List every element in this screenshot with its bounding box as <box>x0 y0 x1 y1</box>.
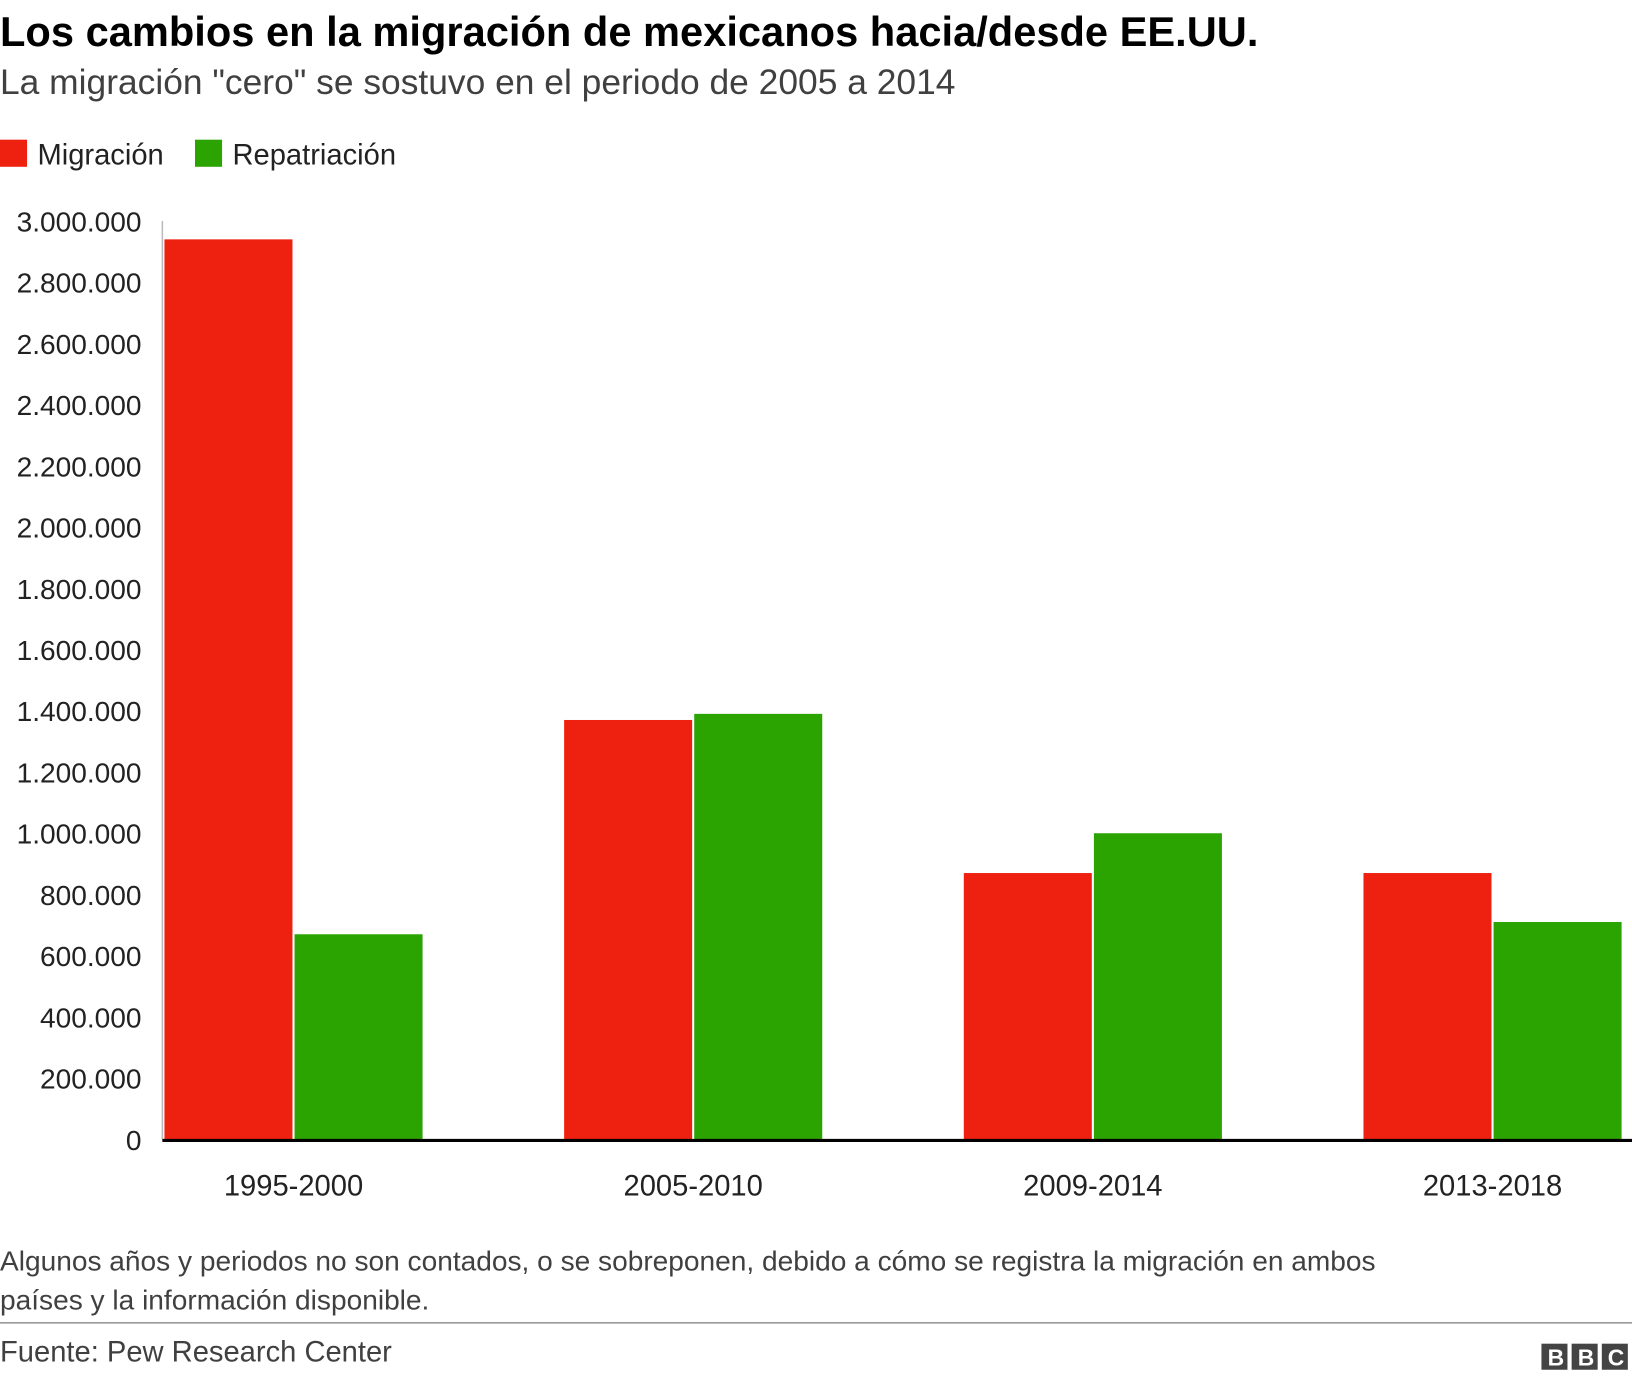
y-tick-label: 1.200.000 <box>17 757 142 788</box>
legend-label: Repatriación <box>232 140 396 172</box>
bar <box>1493 922 1622 1140</box>
y-tick-label: 2.000.000 <box>17 513 142 544</box>
y-tick-label: 1.400.000 <box>17 696 142 727</box>
bar <box>164 239 293 1140</box>
y-tick-label: 3.000.000 <box>17 206 142 237</box>
note: Algunos años y periodos no son contados,… <box>0 1246 1376 1277</box>
y-tick-label: 2.800.000 <box>17 268 142 299</box>
bar <box>1363 873 1492 1140</box>
bar <box>963 873 1092 1140</box>
x-tick-label: 1995-2000 <box>224 1171 363 1203</box>
x-tick-label: 2005-2010 <box>624 1171 763 1203</box>
legend-swatch <box>195 139 223 167</box>
chart-title: Los cambios en la migración de mexicanos… <box>0 8 1258 55</box>
y-tick-label: 1.000.000 <box>17 819 142 850</box>
y-tick-label: 1.600.000 <box>17 635 142 666</box>
y-tick-label: 800.000 <box>40 880 142 911</box>
legend-label: Migración <box>37 140 163 172</box>
y-tick-label: 2.400.000 <box>17 390 142 421</box>
legend-swatch <box>0 139 28 167</box>
x-tick-label: 2013-2018 <box>1423 1171 1562 1203</box>
y-tick-label: 0 <box>126 1125 142 1156</box>
bar <box>694 713 823 1140</box>
bar <box>1093 833 1222 1140</box>
logo-text: BBC <box>1548 1345 1632 1371</box>
logo-box <box>1571 1343 1598 1370</box>
note: países y la información disponible. <box>0 1284 429 1315</box>
y-tick-label: 600.000 <box>40 941 142 972</box>
y-tick-label: 2.200.000 <box>17 451 142 482</box>
y-tick-label: 400.000 <box>40 1002 142 1033</box>
logo-box <box>1541 1343 1568 1370</box>
bar <box>294 934 423 1140</box>
chart-subtitle: La migración "cero" se sostuvo en el per… <box>0 62 955 102</box>
logo: BBC <box>1541 1343 1632 1371</box>
x-tick-label: 2009-2014 <box>1023 1171 1162 1203</box>
y-tick-label: 2.600.000 <box>17 329 142 360</box>
y-tick-label: 200.000 <box>40 1064 142 1095</box>
logo-box <box>1601 1343 1628 1370</box>
bar <box>564 719 693 1140</box>
y-tick-label: 1.800.000 <box>17 574 142 605</box>
source: Fuente: Pew Research Center <box>0 1336 392 1368</box>
